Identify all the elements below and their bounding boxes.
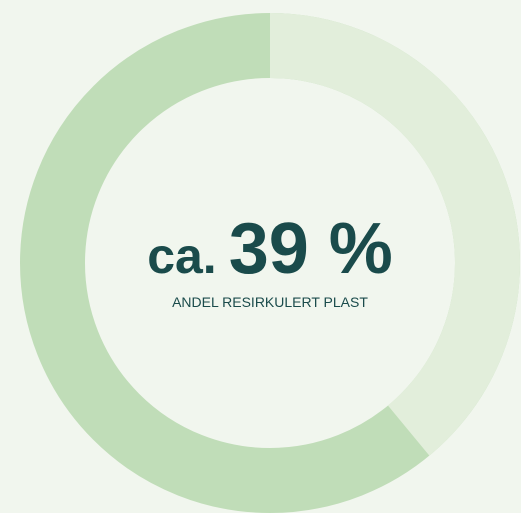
value-label: 39 % bbox=[229, 209, 393, 289]
prefix: ca. bbox=[147, 228, 217, 284]
donut-segment bbox=[269, 13, 520, 456]
center-label: ca. 39 % bbox=[147, 209, 393, 289]
ring bbox=[20, 13, 520, 513]
subtitle: ANDEL RESIRKULERT PLAST bbox=[172, 294, 368, 310]
